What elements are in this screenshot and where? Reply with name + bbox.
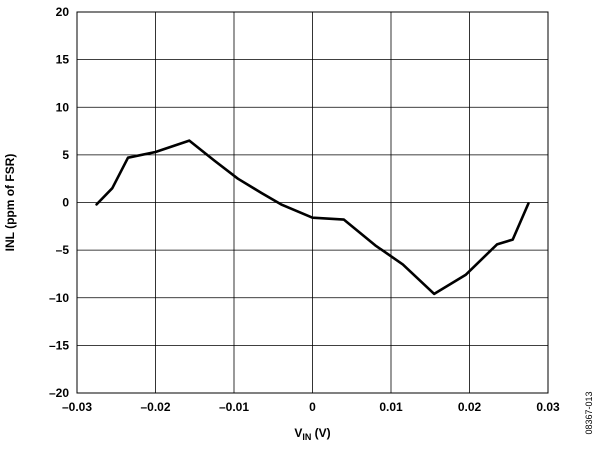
y-tick-label: –15 — [49, 338, 69, 352]
x-tick-label: 0.01 — [379, 400, 403, 414]
y-tick-label: 10 — [56, 100, 70, 114]
series-layer — [95, 139, 530, 296]
x-axis-label-subscript: IN — [302, 432, 311, 442]
y-axis-label: INL (ppm of FSR) — [3, 154, 17, 252]
figure-id: 08367-013 — [584, 391, 594, 434]
plot-frame — [76, 11, 549, 394]
y-axis-ticks: –20 –15 –10 –5 0 5 10 15 20 — [49, 5, 69, 400]
x-axis-label: VIN (V) — [294, 426, 330, 442]
series-line — [95, 139, 530, 296]
x-tick-label: –0.01 — [219, 400, 249, 414]
x-tick-label: 0.03 — [536, 400, 560, 414]
gridlines — [76, 11, 549, 394]
x-axis-label-unit: (V) — [311, 426, 330, 440]
y-tick-label: –10 — [49, 291, 69, 305]
y-tick-label: 5 — [62, 148, 69, 162]
x-tick-label: –0.02 — [140, 400, 170, 414]
y-tick-label: –20 — [49, 386, 69, 400]
x-axis-label-main: V — [294, 426, 302, 440]
x-tick-label: –0.03 — [62, 400, 92, 414]
y-tick-label: 0 — [62, 196, 69, 210]
x-tick-label: 0 — [309, 400, 316, 414]
x-tick-label: 0.02 — [458, 400, 482, 414]
y-tick-label: –5 — [56, 243, 70, 257]
y-tick-label: 15 — [56, 53, 70, 67]
y-tick-label: 20 — [56, 5, 70, 19]
x-axis-ticks: –0.03 –0.02 –0.01 0 0.01 0.02 0.03 — [62, 400, 560, 414]
